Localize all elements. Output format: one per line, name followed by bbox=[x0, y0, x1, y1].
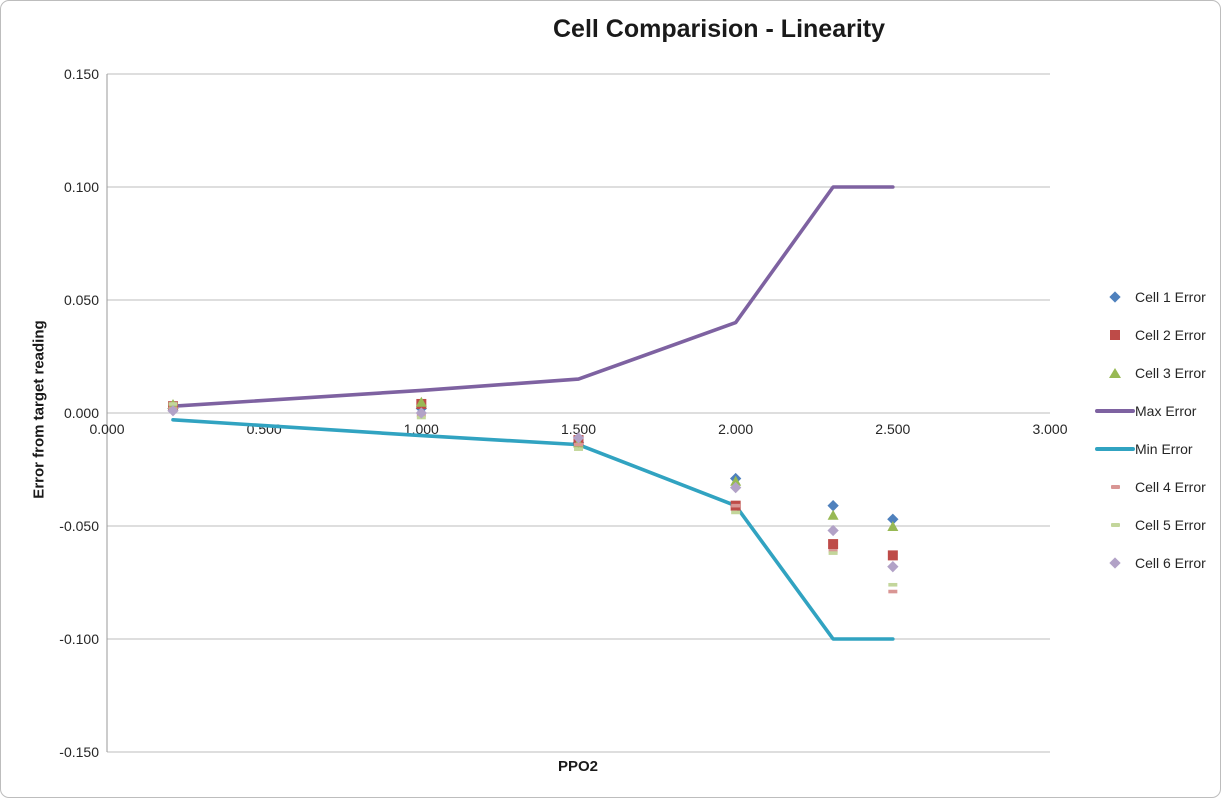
x-axis-title: PPO2 bbox=[557, 758, 599, 775]
legend-label: Cell 3 Error bbox=[1135, 365, 1206, 381]
legend-label: Cell 2 Error bbox=[1135, 327, 1206, 343]
marker-dash bbox=[731, 510, 741, 515]
marker-dash bbox=[828, 549, 838, 553]
legend-label: Cell 4 Error bbox=[1135, 479, 1206, 495]
marker-triangle bbox=[415, 396, 427, 407]
chart-title: Cell Comparision - Linearity bbox=[552, 15, 886, 43]
x-tick-label: 1.500 bbox=[561, 421, 596, 437]
line-glyph bbox=[1095, 447, 1135, 451]
marker-diamond bbox=[887, 561, 899, 573]
legend-label: Cell 6 Error bbox=[1135, 555, 1206, 571]
legend-item: Cell 6 Error bbox=[1095, 544, 1217, 582]
legend-label: Cell 1 Error bbox=[1135, 289, 1206, 305]
marker-dash bbox=[888, 589, 898, 594]
legend-marker-square-icon bbox=[1095, 330, 1135, 340]
marker-diamond bbox=[827, 524, 839, 537]
legend-marker-dash-icon bbox=[1095, 523, 1135, 527]
marker-diamond bbox=[887, 513, 899, 525]
legend-item: Max Error bbox=[1095, 392, 1217, 430]
x-tick-label: 1.000 bbox=[404, 421, 439, 437]
marker-dash bbox=[574, 442, 583, 447]
marker-square bbox=[887, 550, 898, 561]
legend-item: Min Error bbox=[1095, 430, 1217, 468]
legend-label: Max Error bbox=[1135, 403, 1197, 419]
y-tick-label: -0.050 bbox=[59, 518, 99, 534]
marker-diamond bbox=[167, 405, 179, 417]
triangle-glyph bbox=[1109, 368, 1121, 378]
marker-dash bbox=[168, 402, 178, 406]
x-tick-label: 2.000 bbox=[718, 421, 753, 437]
marker-diamond bbox=[572, 432, 585, 444]
legend-item: Cell 4 Error bbox=[1095, 468, 1217, 506]
legend-item: Cell 5 Error bbox=[1095, 506, 1217, 544]
legend-marker-triangle-icon bbox=[1095, 368, 1135, 378]
legend-marker-diamond-icon bbox=[1095, 291, 1135, 303]
square-glyph bbox=[1110, 330, 1120, 340]
diamond-glyph bbox=[1109, 291, 1121, 303]
marker-diamond bbox=[415, 407, 427, 419]
legend-label: Cell 5 Error bbox=[1135, 517, 1206, 533]
chart-legend: Cell 1 Error Cell 2 Error Cell 3 Error Max … bbox=[1095, 278, 1217, 582]
x-tick-label: 0.000 bbox=[89, 421, 124, 437]
marker-dash bbox=[574, 447, 583, 451]
marker-square bbox=[828, 539, 839, 550]
marker-diamond bbox=[730, 481, 742, 494]
y-tick-label: 0.100 bbox=[64, 179, 99, 195]
marker-triangle bbox=[887, 521, 899, 531]
dash-glyph bbox=[1110, 523, 1120, 527]
legend-label: Min Error bbox=[1135, 441, 1193, 457]
y-tick-label: 0.050 bbox=[64, 292, 99, 308]
marker-triangle bbox=[827, 509, 839, 520]
marker-dash bbox=[731, 503, 741, 508]
dash-glyph bbox=[1110, 485, 1120, 489]
series-line bbox=[171, 417, 895, 641]
line-glyph bbox=[1095, 409, 1135, 413]
legend-marker-line-icon bbox=[1095, 409, 1135, 413]
legend-marker-line-icon bbox=[1095, 447, 1135, 451]
marker-triangle bbox=[730, 475, 742, 486]
legend-item: Cell 2 Error bbox=[1095, 316, 1217, 354]
legend-marker-dash-icon bbox=[1095, 485, 1135, 489]
legend-item: Cell 3 Error bbox=[1095, 354, 1217, 392]
series-line bbox=[171, 185, 895, 409]
marker-dash bbox=[888, 582, 898, 587]
y-tick-label: 0.150 bbox=[64, 66, 99, 82]
legend-item: Cell 1 Error bbox=[1095, 278, 1217, 316]
legend-marker-diamond-icon bbox=[1095, 557, 1135, 569]
x-tick-label: 3.000 bbox=[1032, 421, 1067, 437]
x-tick-label: 2.500 bbox=[875, 421, 910, 437]
y-tick-label: 0.000 bbox=[64, 405, 99, 421]
marker-dash bbox=[828, 551, 838, 555]
diamond-glyph bbox=[1109, 557, 1121, 569]
marker-diamond bbox=[827, 500, 839, 512]
y-tick-label: -0.100 bbox=[59, 631, 99, 647]
y-tick-label: -0.150 bbox=[59, 744, 99, 760]
